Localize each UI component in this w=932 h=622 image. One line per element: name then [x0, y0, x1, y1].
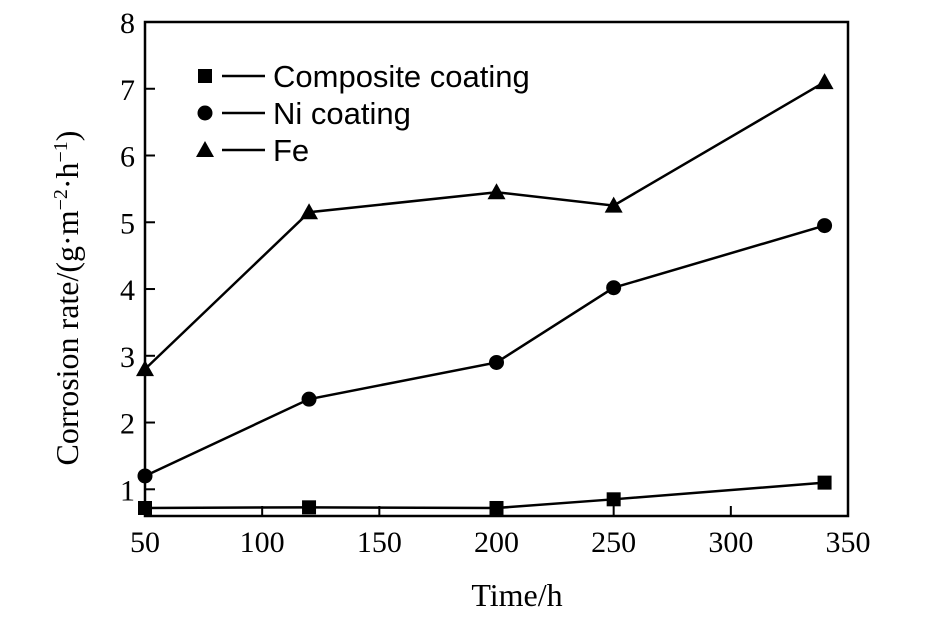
- x-tick-label: 350: [826, 526, 871, 559]
- data-point: [817, 475, 832, 490]
- y-tick-label: 1: [120, 474, 135, 507]
- y-axis-title: Corrosion rate/(g·m−2·h−1): [49, 131, 85, 466]
- x-tick-label: 150: [357, 526, 402, 559]
- data-point: [606, 492, 621, 507]
- y-tick-label: 8: [120, 7, 135, 40]
- plot-area: 50 100 150 200 250 300 350 1 2 3 4 5 6 7 8: [120, 7, 871, 559]
- legend-item: Ni coating: [197, 96, 411, 131]
- y-tick-label: 7: [120, 74, 135, 107]
- data-point: [136, 360, 154, 377]
- y-tick-label: 4: [120, 274, 135, 307]
- data-point: [487, 183, 506, 200]
- legend-label: Composite coating: [273, 59, 530, 94]
- legend-item: Composite coating: [198, 59, 530, 94]
- x-tick-label: 300: [708, 526, 753, 559]
- legend-label: Ni coating: [273, 96, 411, 131]
- data-point: [606, 280, 622, 296]
- data-point: [817, 218, 833, 234]
- series-line: [144, 224, 825, 478]
- y-tick-label: 5: [120, 207, 135, 240]
- x-axis-title: Time/h: [471, 577, 562, 613]
- legend-marker: [197, 105, 213, 121]
- data-point: [300, 203, 319, 220]
- x-tick-label: 100: [240, 526, 285, 559]
- legend-label: Fe: [273, 133, 309, 168]
- axis-ticks: 50 100 150 200 250 300 350 1 2 3 4 5 6 7 8: [120, 7, 871, 559]
- y-tick-label: 6: [120, 141, 135, 174]
- y-tick-label: 3: [120, 341, 135, 374]
- y-tick-label: 2: [120, 408, 135, 441]
- x-tick-label: 250: [591, 526, 636, 559]
- legend-marker: [196, 141, 214, 157]
- data-point: [137, 468, 153, 484]
- data-point: [604, 196, 623, 213]
- data-point: [302, 500, 317, 515]
- series-circle: [137, 218, 833, 484]
- legend-marker: [198, 69, 212, 83]
- data-point: [815, 73, 834, 90]
- data-point: [489, 500, 504, 515]
- x-tick-label: 50: [130, 526, 160, 559]
- series-line: [144, 81, 826, 371]
- x-tick-label: 200: [474, 526, 519, 559]
- legend-item: Fe: [196, 133, 309, 168]
- series-line: [144, 481, 825, 510]
- data-point: [301, 391, 317, 407]
- series-layer: [136, 73, 834, 515]
- series-triangle: [136, 73, 834, 377]
- data-point: [489, 354, 504, 370]
- series-square: [138, 475, 832, 515]
- data-point: [138, 500, 152, 515]
